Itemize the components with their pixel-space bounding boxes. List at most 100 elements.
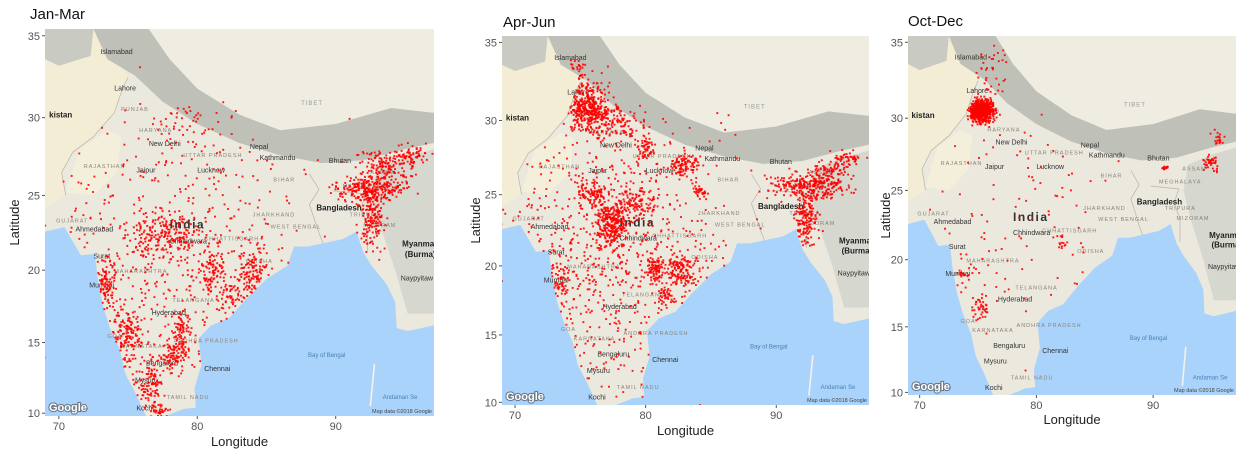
fire-point [139, 240, 142, 243]
y-tick-label: 20 [28, 265, 40, 277]
fire-point [578, 113, 581, 116]
fire-point [825, 178, 828, 181]
fire-point [187, 232, 190, 235]
fire-point [183, 336, 186, 339]
fire-point [805, 192, 808, 195]
fire-point [596, 195, 599, 198]
fire-point [596, 90, 599, 93]
fire-point [387, 181, 390, 184]
fire-point [175, 355, 178, 358]
fire-point [597, 133, 600, 136]
fire-point [798, 180, 801, 183]
fire-point [236, 288, 239, 291]
fire-point [532, 191, 535, 194]
fire-point [373, 214, 376, 217]
fire-point [601, 167, 603, 170]
fire-point [821, 191, 824, 194]
fire-point [602, 232, 605, 235]
fire-point [142, 421, 144, 423]
fire-point [661, 266, 663, 269]
fire-point [196, 117, 199, 120]
fire-point [187, 349, 190, 352]
fire-point [667, 296, 670, 299]
fire-point [595, 190, 598, 193]
fire-point [242, 271, 245, 273]
fire-point [813, 182, 816, 185]
fire-point [173, 312, 176, 315]
fire-point [144, 220, 147, 223]
fire-point [144, 266, 147, 269]
fire-point [569, 214, 572, 217]
fire-point [248, 281, 251, 284]
fire-point [155, 238, 158, 240]
fire-point [360, 193, 363, 196]
fire-point [619, 202, 622, 205]
place-label: Lucknow [646, 168, 675, 175]
fire-point [364, 190, 367, 193]
fire-point [655, 245, 658, 248]
fire-point [677, 273, 680, 276]
fire-point [686, 248, 689, 251]
fire-point [551, 242, 554, 245]
fire-point [197, 233, 200, 236]
fire-point [113, 277, 116, 280]
fire-point [555, 204, 558, 207]
fire-point [556, 266, 559, 269]
fire-point [259, 268, 262, 271]
fire-point [776, 185, 779, 188]
fire-point [783, 177, 786, 180]
fire-point [588, 129, 590, 132]
fire-point [219, 276, 222, 279]
fire-point [376, 218, 379, 221]
fire-point [367, 214, 370, 217]
fire-point [605, 361, 608, 364]
fire-point [798, 190, 801, 193]
fire-point [375, 181, 378, 184]
fire-point [588, 118, 591, 121]
fire-point [554, 284, 557, 287]
fire-point [393, 170, 396, 173]
fire-point [138, 245, 141, 247]
fire-point [132, 226, 135, 229]
fire-point [251, 265, 254, 267]
fire-point [802, 180, 805, 183]
fire-point [632, 182, 635, 185]
fire-point [583, 351, 586, 354]
fire-point [636, 208, 639, 211]
fire-point [381, 176, 384, 179]
fire-point [814, 196, 817, 199]
fire-point [669, 203, 671, 206]
place-label: ODISHA [691, 255, 718, 261]
fire-point [369, 176, 372, 179]
fire-point [582, 93, 585, 96]
fire-point [146, 249, 149, 252]
fire-point [809, 223, 811, 226]
fire-point [649, 257, 652, 259]
fire-point [804, 175, 807, 178]
fire-point [589, 200, 592, 203]
fire-point [623, 129, 626, 132]
fire-point [151, 225, 154, 228]
fire-point [171, 161, 174, 164]
fire-point [589, 311, 592, 314]
fire-point [160, 215, 163, 218]
fire-point [815, 195, 818, 198]
fire-point [808, 244, 811, 247]
fire-point [682, 271, 685, 274]
fire-point [591, 116, 594, 119]
fire-point [197, 350, 200, 353]
fire-point [814, 221, 816, 224]
fire-point [600, 115, 603, 118]
fire-point [650, 177, 653, 180]
fire-point [640, 204, 643, 207]
fire-point [715, 164, 718, 167]
fire-point [341, 193, 343, 195]
fire-point [286, 199, 289, 202]
fire-point [582, 105, 585, 108]
fire-point [172, 225, 175, 228]
fire-point [675, 161, 678, 164]
fire-point [280, 259, 283, 262]
fire-point [147, 384, 150, 387]
fire-point [357, 153, 360, 156]
fire-point [634, 348, 637, 351]
